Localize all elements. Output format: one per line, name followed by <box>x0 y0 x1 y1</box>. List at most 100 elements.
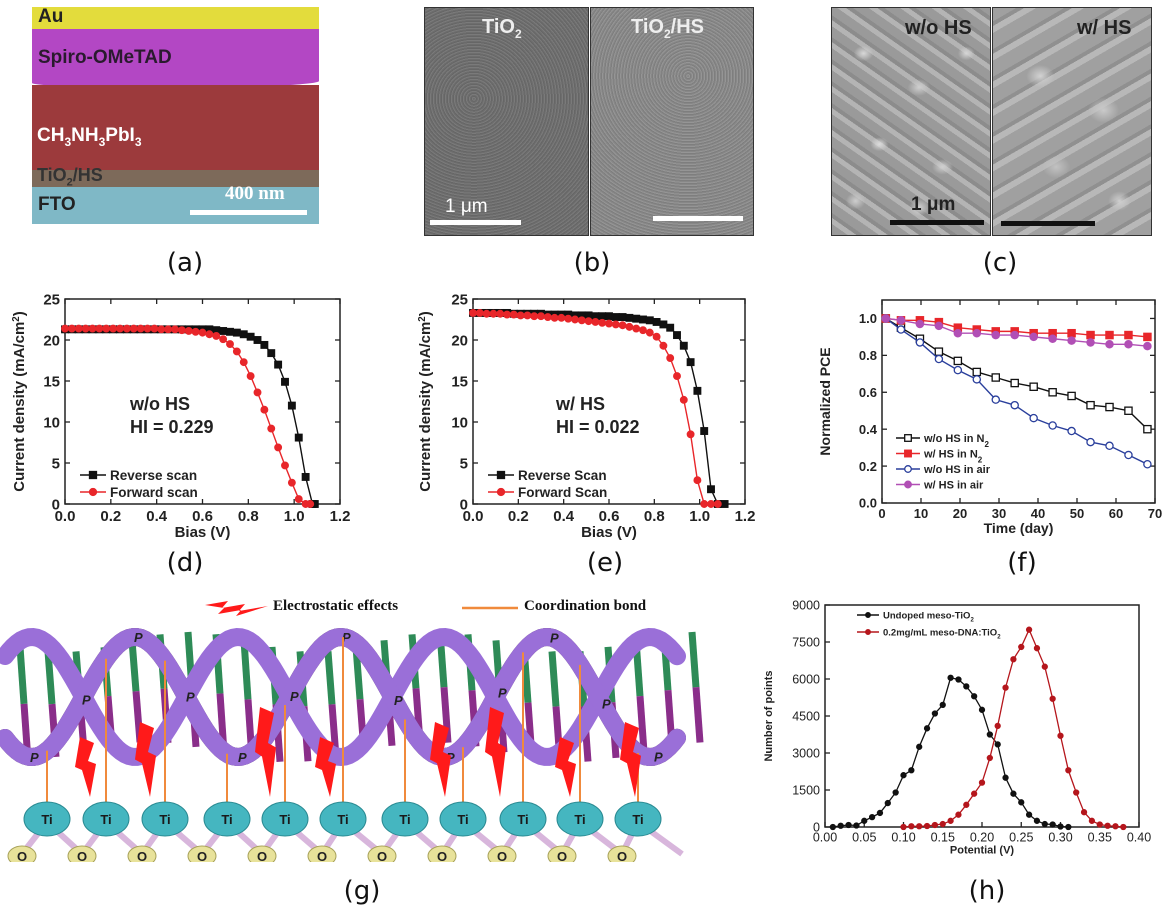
scale-bar <box>1001 221 1095 226</box>
data-point-circle <box>881 314 891 323</box>
scale-bar <box>430 220 521 225</box>
titanium-atom <box>23 801 71 837</box>
oxygen-label: O <box>497 849 507 862</box>
data-point-circle <box>1067 336 1076 345</box>
data-point-square <box>1124 330 1133 340</box>
data-point-circle <box>212 331 221 340</box>
data-point-square <box>1105 402 1114 412</box>
oxygen-atom <box>427 845 457 862</box>
data-point-square <box>88 470 98 480</box>
x-axis-label: Bias (V) <box>581 524 637 541</box>
data-point-circle <box>991 330 1000 340</box>
data-point-square <box>246 332 255 341</box>
data-point-circle <box>191 327 200 336</box>
data-point-circle <box>81 324 90 333</box>
data-point-circle <box>605 319 613 328</box>
data-point-square <box>287 401 296 410</box>
oxygen-atom <box>127 845 157 862</box>
panel-c-left-sem: w/o HS 1 μm <box>831 7 991 236</box>
y-tick-label: 1500 <box>792 784 820 798</box>
data-point-circle <box>994 741 1001 748</box>
titanium-label: Ti <box>632 812 643 827</box>
titanium-label: Ti <box>574 812 585 827</box>
legend-text: Undoped meso-TiO <box>883 610 970 621</box>
data-point-circle <box>700 500 709 508</box>
data-point-circle <box>923 725 931 732</box>
oxygen-label: O <box>557 849 567 862</box>
data-point-circle <box>1105 441 1114 451</box>
base-pair-rung <box>128 640 140 692</box>
data-point-square <box>972 367 982 377</box>
data-point-square <box>1143 424 1152 434</box>
data-point-circle <box>707 500 715 508</box>
y-tick-label: 15 <box>43 373 60 390</box>
y-tick-label: 5 <box>52 455 60 472</box>
label-without-hs: w/o HS <box>905 17 972 39</box>
data-point-square <box>274 360 283 369</box>
x-tick-label: 0.00 <box>813 831 837 845</box>
data-point-circle <box>953 328 963 338</box>
data-point-circle <box>904 465 912 473</box>
data-point-square <box>953 356 963 366</box>
base-pair-rung <box>692 687 704 743</box>
phosphate-label: P <box>602 696 611 711</box>
data-point-circle <box>673 372 681 381</box>
data-point-square <box>1086 400 1095 410</box>
legend-bolt-icon <box>205 601 268 616</box>
data-point-circle <box>1124 340 1133 349</box>
titanium-label: Ti <box>517 812 528 827</box>
oxygen-atom <box>487 845 517 862</box>
data-point-circle <box>171 325 179 334</box>
data-point-circle <box>896 316 906 325</box>
oxygen-label: O <box>617 849 627 862</box>
data-point-circle <box>1033 817 1041 824</box>
legend-text: w/ HS in N <box>923 448 978 460</box>
data-point-circle <box>931 710 939 717</box>
electrostatic-bolt <box>620 722 641 797</box>
data-point-circle <box>102 324 111 333</box>
data-point-circle <box>931 821 939 829</box>
data-point-square <box>253 336 262 344</box>
data-point-circle <box>618 321 627 330</box>
chart-h: 0.00 0.05 0.10 0.15 0.20 0.25 0.30 0.35 0.40 0 150… <box>763 599 1151 857</box>
data-point-square <box>991 373 1000 382</box>
y-tick-label: 0 <box>813 821 820 835</box>
data-point-square <box>1086 330 1095 340</box>
oxygen-label: O <box>17 849 27 862</box>
chart-d: 0.0 0.2 0.4 0.6 0.8 1.0 1.2 0 5 10 15 20 25 Bias (V) C… <box>11 291 351 541</box>
x-tick-label: 40 <box>1031 506 1045 521</box>
label-hs: /HS <box>72 165 103 185</box>
titanium-atom <box>614 801 662 837</box>
label-tio2-hs: TiO2/HS <box>631 16 704 41</box>
series-0 <box>829 674 1072 831</box>
data-point-circle <box>900 772 907 779</box>
oxygen-label: O <box>437 849 447 862</box>
legend-label: Forward Scan <box>518 485 607 500</box>
titanium-atom <box>499 801 547 837</box>
data-point-circle <box>934 354 944 364</box>
label-pbi: PbI <box>105 125 135 146</box>
data-point-circle <box>150 324 159 333</box>
data-point-square <box>1124 406 1133 415</box>
y-tick-label: 20 <box>43 332 60 349</box>
data-point-circle <box>239 358 248 367</box>
data-point-square <box>618 313 627 321</box>
data-point-square <box>679 341 688 350</box>
legend-text: w/ HS in air <box>923 479 984 491</box>
y-axis-label-end: ) <box>11 311 28 316</box>
legend-label: Reverse scan <box>110 468 197 483</box>
caption-e: (e) <box>586 548 624 578</box>
legend-text: Reverse Scan <box>518 468 607 483</box>
titanium-atom <box>319 801 367 837</box>
x-tick-label: 1.2 <box>735 508 756 525</box>
data-point-circle <box>1048 334 1057 344</box>
label-ch: CH <box>37 125 65 146</box>
layer-spiro <box>32 29 319 87</box>
x-tick-label: 0.4 <box>146 508 168 525</box>
data-point-circle <box>908 823 915 830</box>
titanium-label: Ti <box>457 812 468 827</box>
x-tick-label: 0.6 <box>192 508 213 525</box>
titanium-label: Ti <box>41 812 52 827</box>
data-point-circle <box>564 314 573 323</box>
oxygen-atom <box>367 845 397 862</box>
